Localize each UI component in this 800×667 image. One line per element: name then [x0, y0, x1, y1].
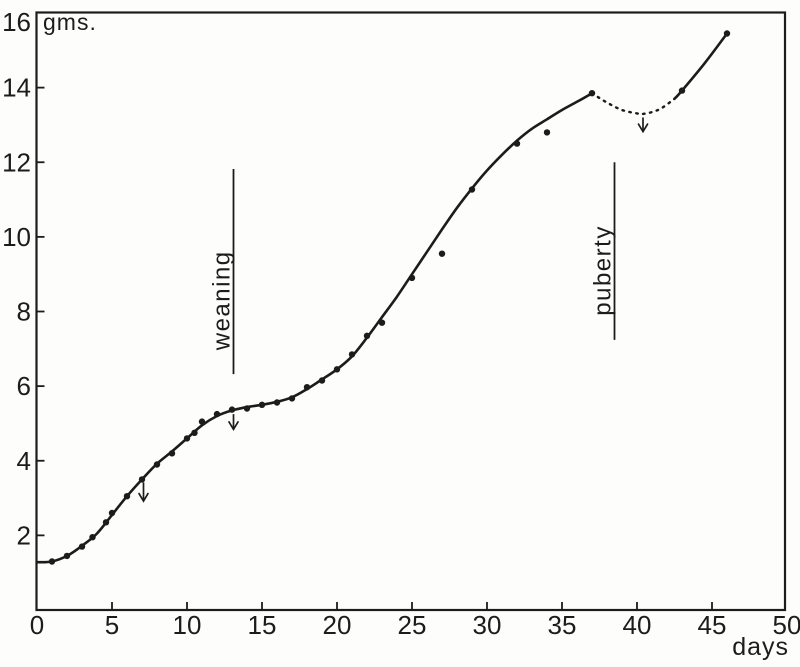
down-arrow-head — [138, 492, 149, 503]
data-point — [63, 552, 71, 560]
data-point — [513, 140, 521, 147]
data-point — [303, 384, 311, 391]
y-tick-label: 4 — [17, 446, 31, 476]
data-point — [258, 401, 266, 408]
data-point — [153, 461, 161, 468]
plot-frame — [35, 11, 787, 612]
x-tick-label: 0 — [30, 610, 44, 640]
x-tick-label: 30 — [473, 610, 502, 640]
data-point — [78, 543, 86, 550]
down-arrow-head — [637, 123, 649, 134]
data-point — [89, 534, 96, 541]
data-point — [183, 435, 191, 442]
data-point — [243, 405, 251, 412]
x-tick-label: 25 — [398, 610, 427, 640]
data-point — [318, 377, 326, 384]
data-point — [723, 30, 731, 37]
event-label-puberty: puberty — [590, 225, 617, 316]
y-tick-label: 10 — [2, 222, 31, 252]
x-tick-label: 50 — [773, 610, 800, 640]
y-tick-label: 6 — [17, 371, 31, 401]
x-tick-label: 35 — [548, 610, 577, 640]
growth-curve-dotted-dip — [590, 92, 676, 116]
data-point — [102, 519, 110, 526]
event-label-weaning: weaning — [209, 250, 236, 351]
data-point — [213, 410, 221, 418]
x-axis-unit-label: days — [732, 633, 789, 661]
data-point — [348, 351, 356, 358]
data-point — [48, 558, 56, 565]
growth-curve-final-solid — [673, 32, 729, 100]
x-tick-label: 45 — [698, 610, 727, 640]
data-point — [273, 399, 281, 406]
x-tick-label: 10 — [173, 610, 202, 640]
data-point — [138, 476, 146, 483]
data-point — [408, 274, 416, 282]
down-arrow-head — [228, 421, 239, 432]
y-tick-label: 12 — [2, 147, 31, 177]
data-point — [363, 332, 371, 339]
data-point — [228, 406, 236, 413]
data-point — [543, 129, 551, 136]
data-point — [288, 395, 296, 402]
x-tick-label: 40 — [623, 610, 652, 640]
data-point — [333, 366, 341, 373]
data-point — [123, 493, 131, 500]
y-tick-label: 2 — [17, 520, 31, 550]
y-tick-label: 16 — [2, 7, 31, 37]
x-tick-label: 20 — [323, 610, 352, 640]
data-point — [378, 319, 386, 326]
growth-curve-solid — [36, 92, 593, 564]
x-tick-label: 15 — [248, 610, 277, 640]
x-tick-label: 5 — [105, 610, 119, 640]
data-point — [191, 429, 198, 436]
data-point — [588, 90, 596, 97]
data-point — [108, 509, 116, 517]
data-point — [438, 250, 446, 257]
data-point — [198, 418, 206, 425]
y-tick-label: 14 — [2, 73, 31, 103]
data-point — [168, 450, 176, 457]
data-point — [468, 186, 476, 193]
data-point — [678, 87, 686, 94]
y-tick-label: 8 — [17, 297, 31, 327]
y-axis-unit-label: gms. — [43, 9, 97, 35]
